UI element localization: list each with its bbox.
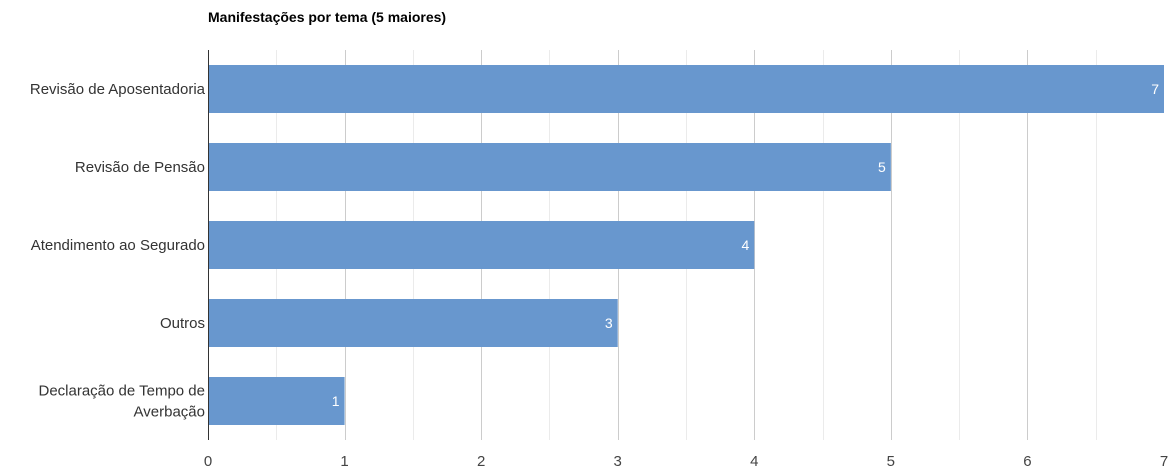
chart-title: Manifestações por tema (5 maiores) xyxy=(208,9,447,25)
x-tick-label: 5 xyxy=(887,453,895,470)
x-tick-label: 0 xyxy=(204,453,212,470)
bar xyxy=(208,377,345,425)
bar-value-label: 1 xyxy=(332,393,340,409)
x-tick-label: 4 xyxy=(750,453,758,470)
category-label: Revisão de Aposentadoria xyxy=(30,81,206,98)
x-tick-label: 2 xyxy=(477,453,485,470)
category-label: Revisão de Pensão xyxy=(75,159,205,176)
x-tick-label: 6 xyxy=(1023,453,1031,470)
bar xyxy=(208,221,755,269)
labels: 7 Revisão de Aposentadoria 5 Revisão de Pen… xyxy=(30,81,1168,470)
x-tick-label: 3 xyxy=(614,453,622,470)
bar-value-label: 4 xyxy=(741,237,749,253)
x-tick-label: 1 xyxy=(340,453,348,470)
category-label: Atendimento ao Segurado xyxy=(31,237,205,254)
bar xyxy=(208,299,618,347)
category-label: Outros xyxy=(160,315,205,332)
bars xyxy=(208,65,1164,425)
bar xyxy=(208,143,891,191)
category-label: Declaração de Tempo de Averbação xyxy=(39,383,206,421)
bar-value-label: 7 xyxy=(1151,81,1159,97)
x-tick-label: 7 xyxy=(1160,453,1168,470)
bar-value-label: 5 xyxy=(878,159,886,175)
bar xyxy=(208,65,1164,113)
bar-value-label: 3 xyxy=(605,315,613,331)
